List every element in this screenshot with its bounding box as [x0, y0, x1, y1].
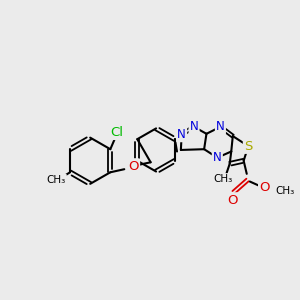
Text: N: N [177, 128, 186, 141]
Text: CH₃: CH₃ [214, 174, 233, 184]
Text: O: O [128, 160, 139, 172]
Text: O: O [227, 194, 237, 206]
Text: O: O [259, 181, 270, 194]
Text: CH₃: CH₃ [276, 186, 295, 196]
Text: N: N [216, 120, 225, 134]
Text: Cl: Cl [110, 126, 123, 139]
Text: S: S [244, 140, 253, 153]
Text: N: N [190, 120, 198, 134]
Text: CH₃: CH₃ [46, 175, 66, 185]
Text: N: N [213, 151, 222, 164]
